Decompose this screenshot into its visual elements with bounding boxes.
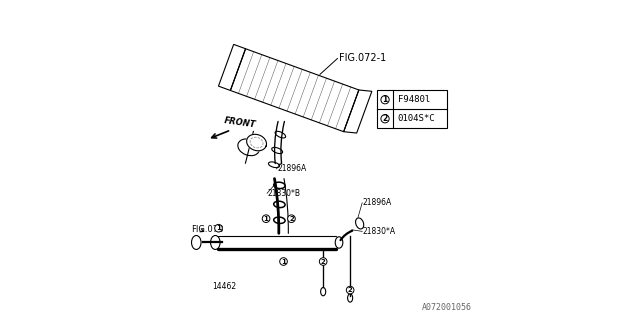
Polygon shape — [246, 134, 266, 151]
Text: 21896A: 21896A — [277, 164, 307, 173]
Ellipse shape — [191, 236, 201, 250]
Ellipse shape — [211, 236, 220, 250]
Ellipse shape — [274, 201, 285, 208]
Text: 2: 2 — [321, 259, 326, 265]
Text: FIG.073: FIG.073 — [191, 225, 224, 234]
Text: 1: 1 — [216, 225, 221, 231]
Circle shape — [381, 96, 389, 104]
Circle shape — [381, 115, 389, 123]
Text: F9480l: F9480l — [397, 95, 430, 104]
Ellipse shape — [272, 148, 283, 154]
Text: A072001056: A072001056 — [422, 303, 472, 312]
Text: 21896A: 21896A — [363, 198, 392, 207]
Text: 2: 2 — [383, 114, 388, 123]
Circle shape — [319, 258, 327, 265]
Ellipse shape — [275, 131, 285, 138]
Text: 14462: 14462 — [212, 282, 236, 292]
Text: 1: 1 — [281, 259, 286, 265]
Circle shape — [262, 215, 270, 222]
Text: 2: 2 — [348, 287, 353, 293]
Text: 2: 2 — [289, 216, 294, 222]
Text: FRONT: FRONT — [223, 116, 256, 130]
Ellipse shape — [274, 182, 285, 188]
Circle shape — [214, 224, 222, 232]
Ellipse shape — [348, 294, 353, 302]
Text: 1: 1 — [383, 95, 388, 104]
Ellipse shape — [268, 162, 280, 168]
Ellipse shape — [274, 217, 285, 223]
Text: 1: 1 — [264, 216, 269, 222]
Text: 21830*A: 21830*A — [363, 227, 396, 236]
Text: FIG.072-1: FIG.072-1 — [339, 53, 387, 63]
Circle shape — [346, 286, 354, 294]
Ellipse shape — [238, 139, 259, 156]
Circle shape — [287, 215, 295, 222]
Circle shape — [280, 258, 287, 265]
Ellipse shape — [321, 288, 326, 296]
Ellipse shape — [356, 218, 364, 229]
Ellipse shape — [335, 237, 343, 248]
Text: 0104S*C: 0104S*C — [397, 114, 435, 123]
Text: 21830*B: 21830*B — [268, 189, 301, 198]
